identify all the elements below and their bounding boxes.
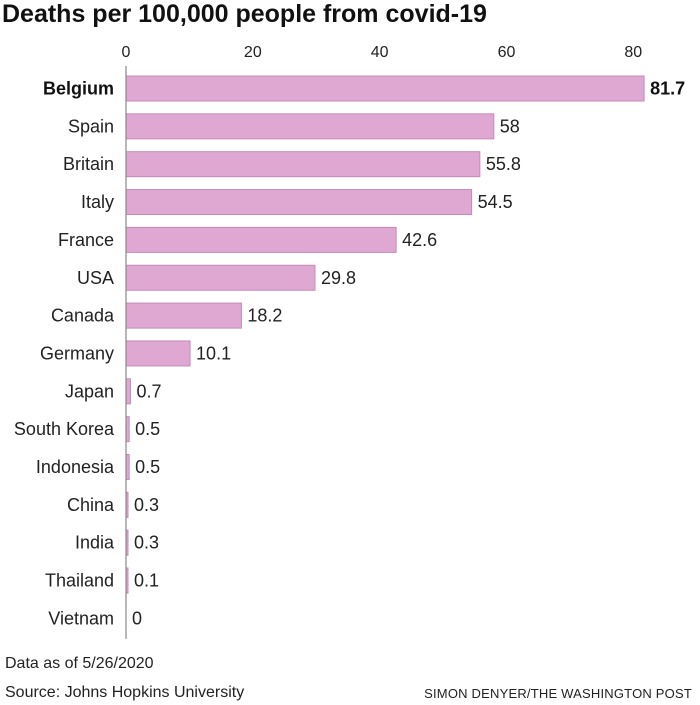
category-label: Thailand xyxy=(45,571,114,591)
value-label: 55.8 xyxy=(486,154,521,174)
value-label: 10.1 xyxy=(196,343,231,363)
bar xyxy=(125,226,397,253)
category-labels: Belgium Spain Britain Italy France USA Canada G… xyxy=(14,79,115,629)
category-label: South Korea xyxy=(14,419,115,439)
bar-chart: 0 20 40 60 80 Belgium Spain Britain Italy France… xyxy=(14,44,685,639)
category-label: Spain xyxy=(68,116,114,136)
bar xyxy=(125,264,316,291)
x-tick-labels: 0 20 40 60 80 xyxy=(122,44,643,61)
value-label: 18.2 xyxy=(247,306,282,326)
data-date-note: Data as of 5/26/2020 xyxy=(5,655,154,672)
category-label: Britain xyxy=(63,154,114,174)
x-tick-label: 20 xyxy=(244,44,262,61)
x-tick-label: 80 xyxy=(624,44,642,61)
category-label: Belgium xyxy=(43,79,114,99)
value-label: 0 xyxy=(132,608,142,628)
value-label: 0.7 xyxy=(136,381,161,401)
value-label: 0.5 xyxy=(135,457,160,477)
bar xyxy=(125,340,191,367)
x-tick-label: 0 xyxy=(122,44,131,61)
bar xyxy=(125,113,495,140)
bar xyxy=(125,151,481,178)
category-label: China xyxy=(67,495,115,515)
category-label: Japan xyxy=(65,381,114,401)
value-label: 54.5 xyxy=(478,192,513,212)
value-label: 42.6 xyxy=(402,230,437,250)
category-label: Vietnam xyxy=(48,608,114,628)
bar xyxy=(125,189,473,216)
value-label: 0.5 xyxy=(135,419,160,439)
x-tick-label: 40 xyxy=(371,44,389,61)
x-tick-label: 60 xyxy=(498,44,516,61)
category-label: Canada xyxy=(51,306,115,326)
value-label: 29.8 xyxy=(321,268,356,288)
value-label: 0.3 xyxy=(134,533,159,553)
value-label: 0.1 xyxy=(134,571,159,591)
bar xyxy=(125,302,242,329)
bars xyxy=(125,75,645,594)
value-label: 81.7 xyxy=(650,79,685,99)
category-label: USA xyxy=(77,268,114,288)
category-label: Indonesia xyxy=(36,457,115,477)
value-labels: 81.7 58 55.8 54.5 42.6 29.8 18.2 10.1 0.7 0.5 0.5 0… xyxy=(132,79,685,629)
credit-line: SIMON DENYER/THE WASHINGTON POST xyxy=(424,686,692,701)
category-label: India xyxy=(75,533,115,553)
value-label: 0.3 xyxy=(134,495,159,515)
chart-title: Deaths per 100,000 people from covid-19 xyxy=(2,0,487,28)
bar xyxy=(125,378,131,405)
category-label: Germany xyxy=(40,343,114,363)
category-label: France xyxy=(58,230,114,250)
bar xyxy=(125,75,645,102)
value-label: 58 xyxy=(500,116,520,136)
source-note: Source: Johns Hopkins University xyxy=(5,684,245,701)
category-label: Italy xyxy=(81,192,114,212)
